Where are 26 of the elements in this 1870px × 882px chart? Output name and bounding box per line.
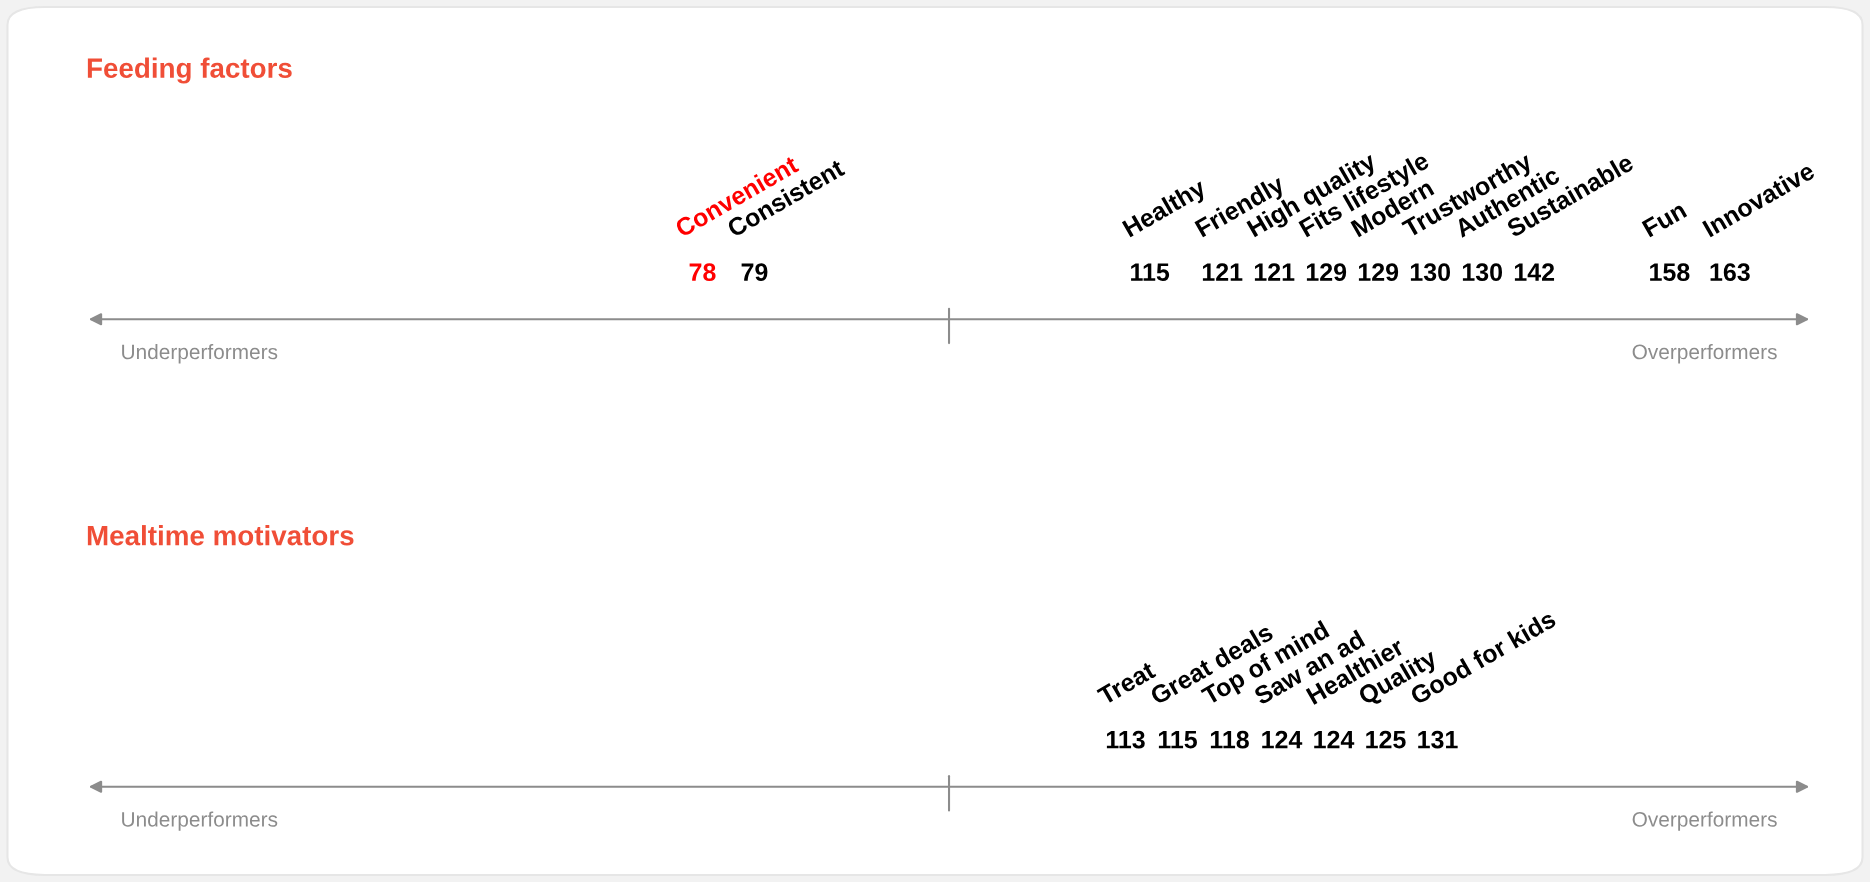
- text: Underperformers: [122, 343, 278, 364]
- category-label: Fun: [1641, 201, 1688, 238]
- data-label: 130: [1462, 263, 1503, 282]
- data-label: 115: [1158, 731, 1197, 749]
- text: Mealtime motivators: [87, 525, 354, 546]
- data-label: 78: [689, 263, 716, 282]
- data-label: 129: [1306, 263, 1347, 282]
- data-label: 124: [1314, 730, 1355, 749]
- text: Feeding factors: [87, 57, 292, 84]
- data-label: 158: [1650, 263, 1690, 282]
- data-label: 142: [1514, 263, 1555, 281]
- data-label: 124: [1262, 730, 1303, 749]
- data-label: 118: [1210, 730, 1249, 749]
- data-label: 163: [1710, 263, 1750, 282]
- data-label: 130: [1410, 263, 1451, 282]
- data-label: 125: [1366, 730, 1406, 749]
- text: Overperformers: [1632, 811, 1777, 831]
- text: Underperformers: [122, 811, 278, 831]
- data-label: 115: [1131, 263, 1170, 282]
- data-label: 79: [741, 263, 768, 282]
- data-label: 121: [1254, 263, 1295, 281]
- data-label: 121: [1202, 263, 1243, 281]
- data-label: 113: [1106, 730, 1145, 749]
- text: Overperformers: [1632, 343, 1777, 364]
- data-label: 131: [1418, 730, 1458, 749]
- data-label: 129: [1358, 263, 1399, 282]
